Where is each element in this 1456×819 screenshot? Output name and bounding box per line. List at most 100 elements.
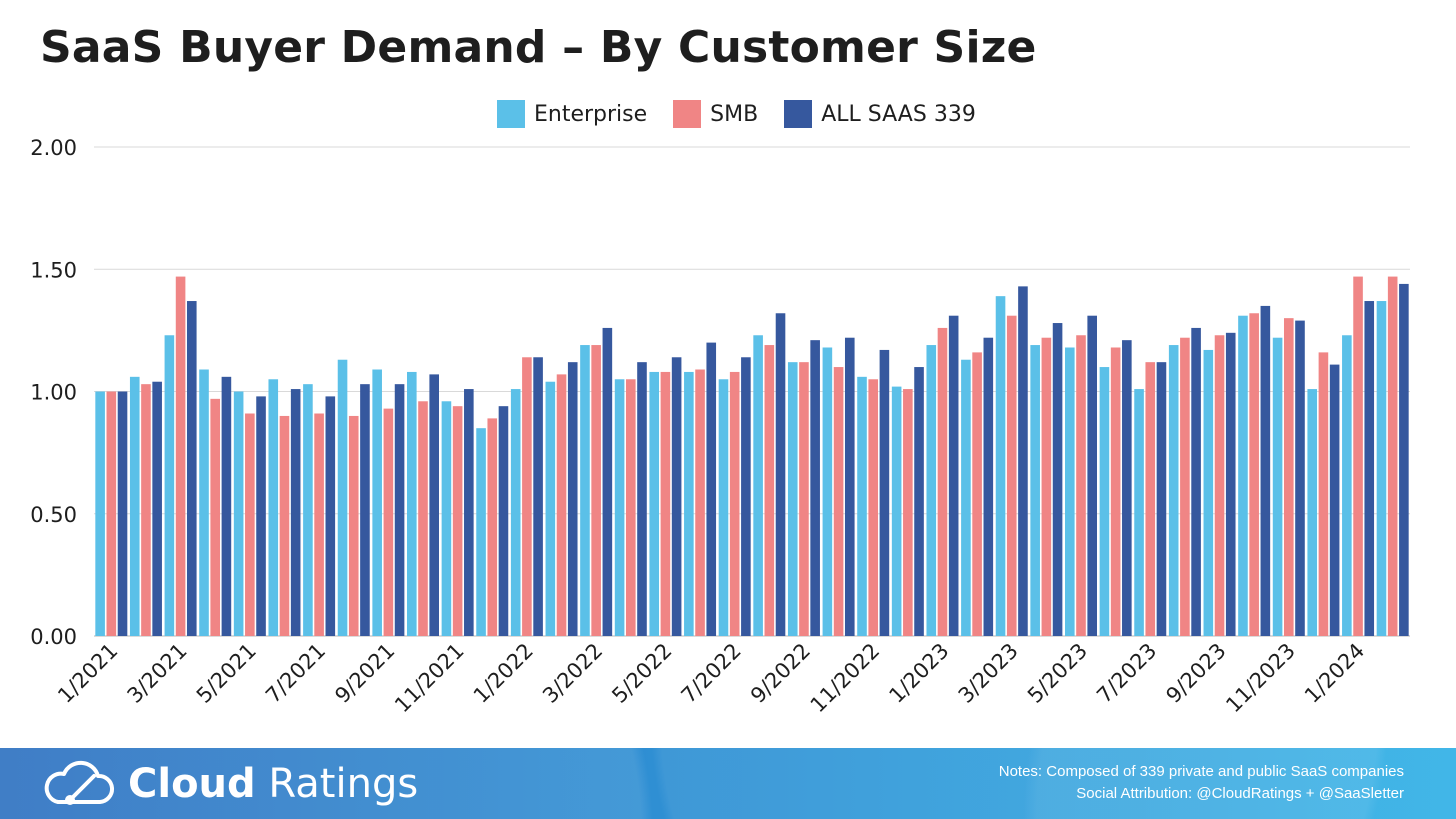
legend-item-smb: SMB — [673, 100, 758, 128]
bar-all-saas-339 — [498, 406, 509, 636]
bar-all-saas-339 — [1122, 340, 1132, 636]
bar-enterprise — [268, 379, 279, 636]
bar-smb — [522, 357, 532, 636]
bar-all-saas-339 — [1295, 320, 1305, 636]
x-tick-label: 3/2022 — [538, 639, 607, 708]
bar-all-saas-339 — [1191, 327, 1201, 636]
legend-swatch-enterprise — [497, 100, 525, 128]
bar-enterprise — [1099, 367, 1110, 636]
footer-notes: Notes: Composed of 339 private and publi… — [999, 761, 1404, 805]
bar-all-saas-339 — [464, 389, 474, 636]
bar-enterprise — [476, 428, 486, 636]
bar-enterprise — [1238, 315, 1248, 636]
bar-smb — [1353, 276, 1363, 636]
y-tick-label: 2.00 — [30, 136, 77, 160]
x-tick-label: 1/2022 — [469, 639, 538, 708]
bar-smb — [1110, 347, 1121, 636]
x-tick-label: 5/2022 — [607, 639, 676, 708]
bar-enterprise — [545, 381, 556, 636]
bar-all-saas-339 — [706, 342, 717, 636]
legend-swatch-smb — [673, 100, 702, 128]
x-tick-label: 1/2023 — [884, 639, 953, 708]
bar-enterprise — [303, 384, 313, 636]
bar-all-saas-339 — [256, 396, 266, 636]
bar-enterprise — [199, 369, 209, 636]
bar-smb — [106, 391, 117, 636]
bar-smb — [487, 418, 498, 636]
bar-all-saas-339 — [948, 315, 959, 636]
bar-all-saas-339 — [810, 340, 820, 636]
bar-smb — [1214, 335, 1225, 636]
bar-enterprise — [787, 362, 798, 636]
bar-all-saas-339 — [1087, 315, 1097, 636]
bar-enterprise — [441, 401, 452, 636]
bar-all-saas-339 — [1018, 286, 1028, 636]
legend-item-enterprise: Enterprise — [497, 100, 647, 128]
bar-all-saas-339 — [117, 391, 128, 636]
bar-all-saas-339 — [152, 381, 162, 636]
bar-enterprise — [1342, 335, 1352, 636]
bar-all-saas-339 — [844, 337, 855, 636]
x-tick-label: 3/2023 — [954, 639, 1023, 708]
bar-all-saas-339 — [983, 337, 994, 636]
bar-smb — [348, 415, 359, 636]
bar-smb — [903, 389, 913, 636]
bar-smb — [279, 415, 290, 636]
bar-smb — [141, 384, 151, 636]
bar-chart: 0.000.501.001.502.001/2021 3/2021 5/2021 7/… — [30, 136, 1410, 718]
x-tick-label: 5/2023 — [1023, 639, 1092, 708]
bar-all-saas-339 — [429, 374, 439, 636]
bar-smb — [729, 371, 740, 636]
bar-smb — [695, 369, 705, 636]
x-tick-label: 3/2021 — [123, 639, 192, 708]
bar-smb — [591, 345, 601, 636]
bar-smb — [1318, 352, 1329, 636]
legend-label-enterprise: Enterprise — [534, 101, 648, 127]
bar-enterprise — [614, 379, 625, 636]
bar-all-saas-339 — [671, 357, 682, 636]
bar-enterprise — [1065, 347, 1075, 636]
x-tick-label: 11/2021 — [390, 639, 469, 718]
bar-enterprise — [129, 376, 140, 636]
x-tick-label: 1/2024 — [1300, 639, 1369, 708]
bar-all-saas-339 — [360, 384, 370, 636]
bar-all-saas-339 — [394, 384, 405, 636]
bar-smb — [1387, 276, 1398, 636]
bar-smb — [660, 371, 671, 636]
x-tick-label: 9/2022 — [746, 639, 815, 708]
bar-all-saas-339 — [1052, 323, 1063, 636]
notes-line-2: Social Attribution: @CloudRatings + @Saa… — [1076, 785, 1404, 802]
bar-enterprise — [995, 296, 1006, 636]
bar-smb — [937, 327, 948, 636]
bar-all-saas-339 — [1399, 283, 1409, 636]
bar-smb — [1041, 337, 1052, 636]
brand-name-bold: Cloud — [128, 761, 256, 807]
bar-enterprise — [1272, 337, 1283, 636]
y-tick-label: 0.50 — [30, 503, 77, 527]
bar-all-saas-339 — [1329, 364, 1340, 636]
bar-smb — [556, 374, 567, 636]
bar-enterprise — [233, 391, 244, 636]
brand-name: Cloud Ratings — [128, 761, 418, 807]
bar-enterprise — [580, 345, 590, 636]
bar-smb — [418, 401, 428, 636]
bar-smb — [1145, 362, 1156, 636]
bar-all-saas-339 — [775, 313, 786, 636]
bar-all-saas-339 — [567, 362, 578, 636]
bar-smb — [1283, 318, 1294, 636]
bar-enterprise — [510, 389, 521, 636]
bar-enterprise — [857, 376, 867, 636]
bar-smb — [314, 413, 324, 636]
bar-smb — [833, 367, 844, 636]
x-tick-label: 11/2022 — [806, 639, 885, 718]
bar-enterprise — [337, 359, 348, 636]
bar-smb — [383, 408, 394, 636]
bar-enterprise — [1134, 389, 1144, 636]
bar-smb — [210, 398, 221, 636]
x-tick-label: 7/2021 — [261, 639, 330, 708]
legend-swatch-all-saas — [784, 100, 813, 128]
x-tick-label: 5/2021 — [192, 639, 261, 708]
bar-all-saas-339 — [1225, 332, 1236, 636]
bar-smb — [1076, 335, 1086, 636]
y-tick-label: 0.00 — [30, 625, 77, 649]
